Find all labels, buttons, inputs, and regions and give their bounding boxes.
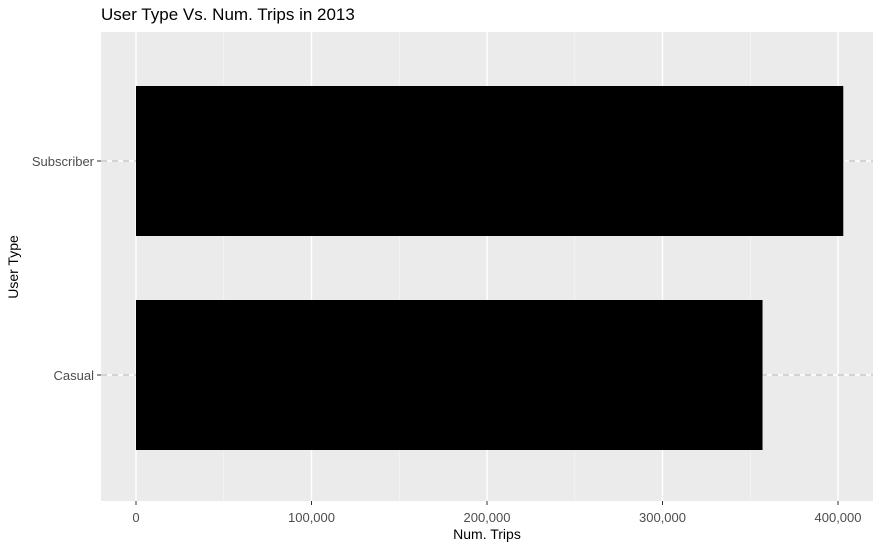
y-axis-ticks: Casual Subscriber [32,154,101,383]
bar-subscriber [136,86,844,236]
chart-title: User Type Vs. Num. Trips in 2013 [101,5,355,24]
bar-casual [136,300,763,450]
x-axis-ticks: 0 100,000 200,000 300,000 400,000 [132,501,862,525]
x-tick-label: 400,000 [815,510,862,525]
x-tick-label: 100,000 [288,510,335,525]
x-tick-label: 200,000 [464,510,511,525]
x-axis-title: Num. Trips [453,526,521,542]
x-tick-label: 300,000 [639,510,686,525]
y-axis-title: User Type [5,235,21,299]
bars [136,86,844,450]
y-tick-label-casual: Casual [54,368,95,383]
y-tick-label-subscriber: Subscriber [32,154,95,169]
x-tick-label: 0 [132,510,139,525]
